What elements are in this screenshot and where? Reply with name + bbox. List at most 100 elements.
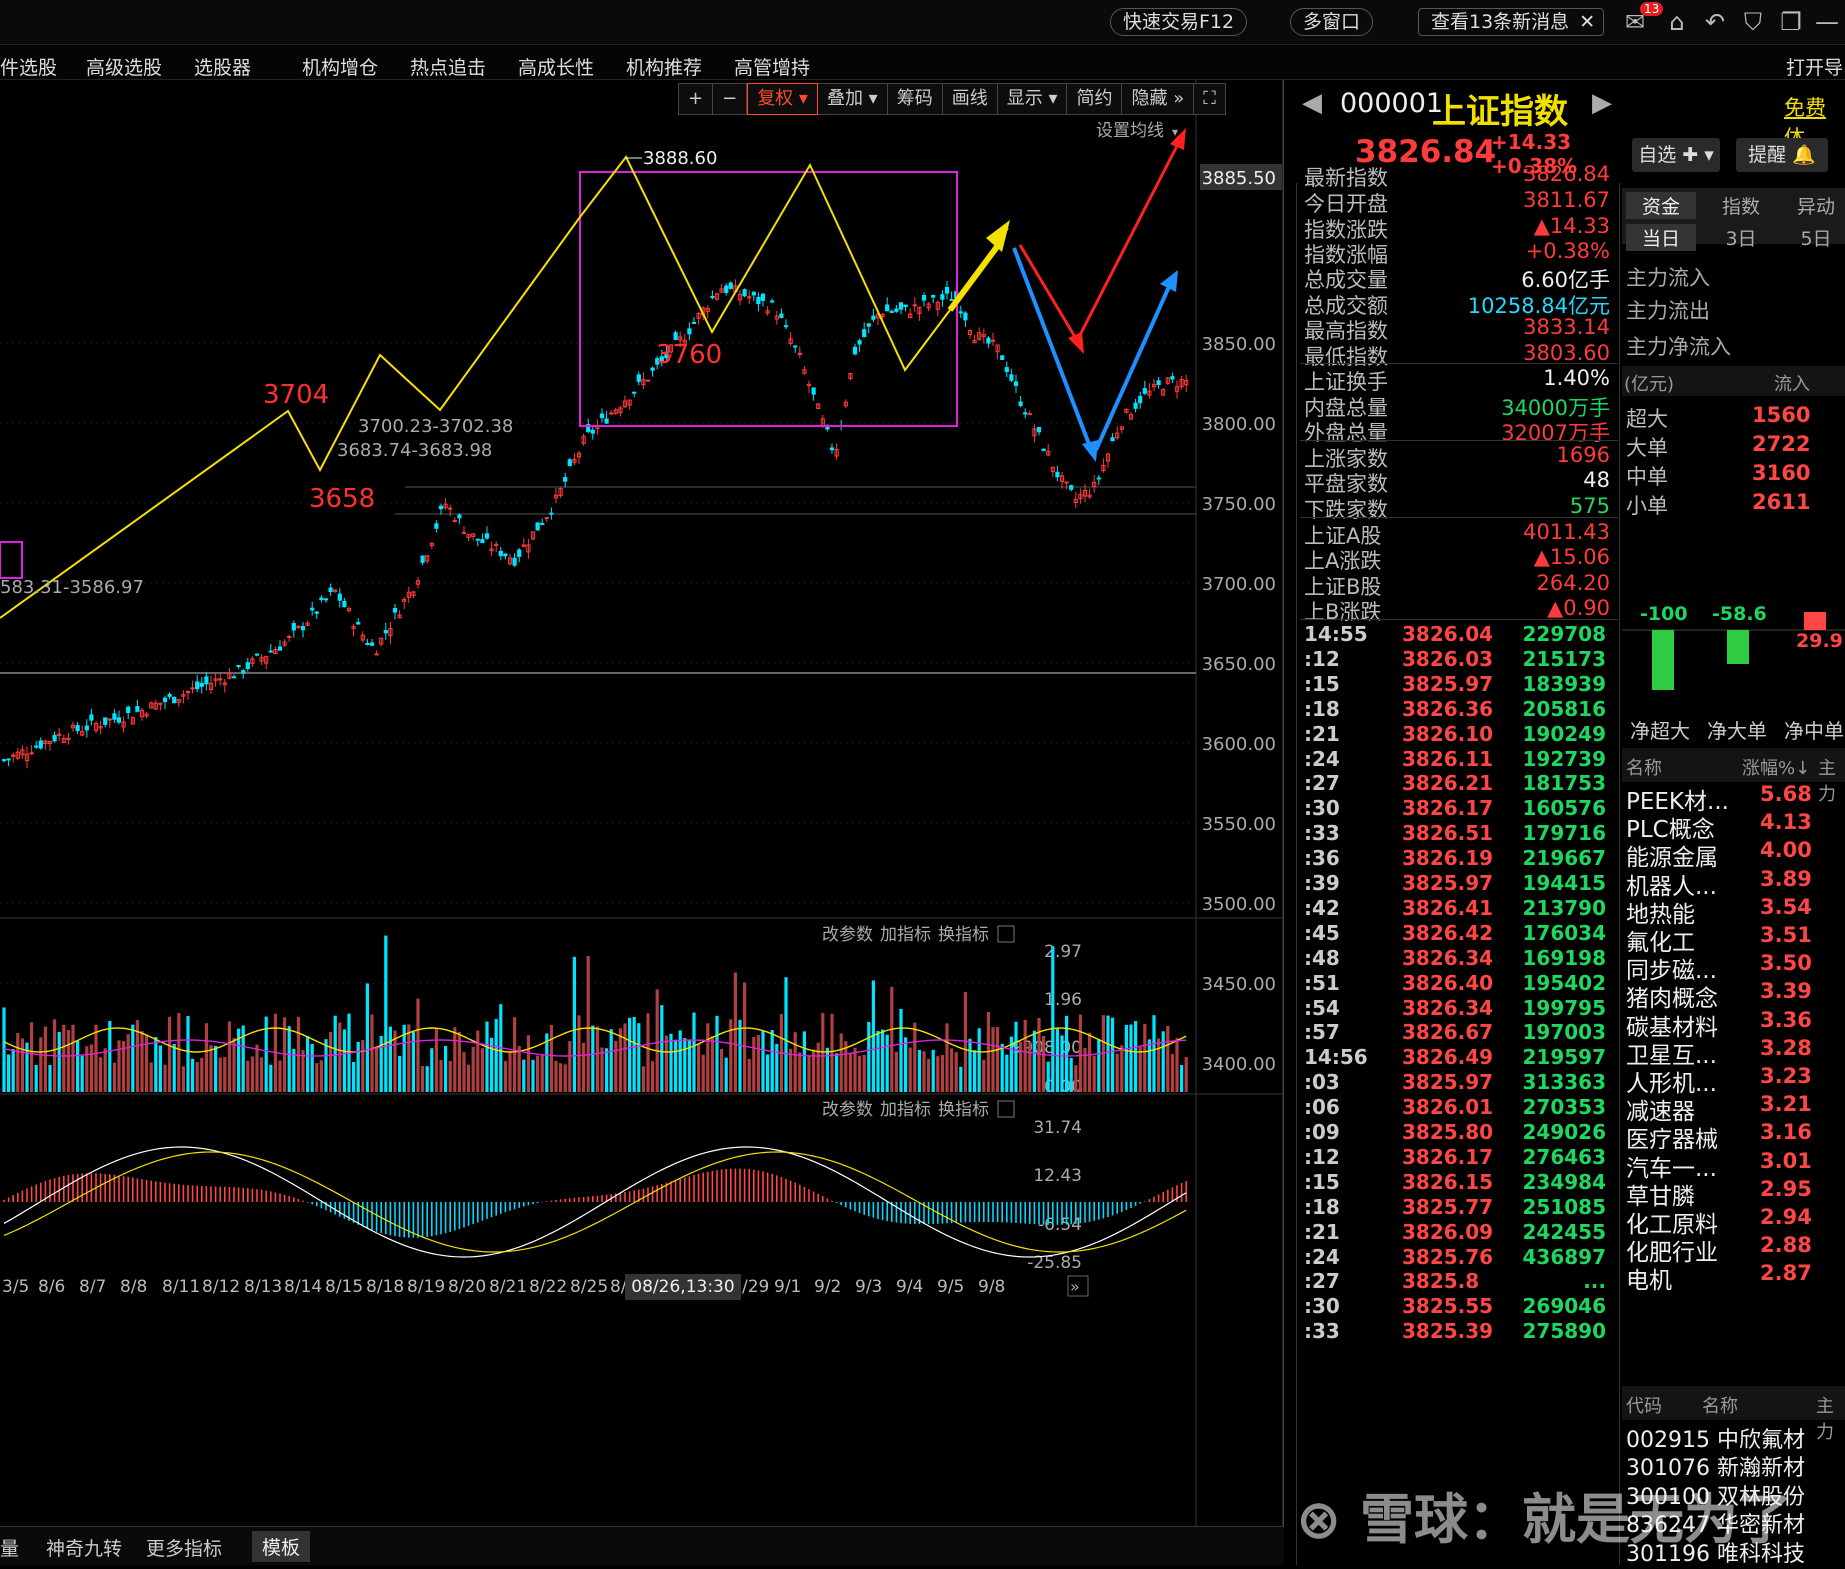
indicator-button[interactable]: 改参数 (822, 1100, 873, 1120)
quote-label: 上证B股 (1304, 575, 1382, 599)
tick-price: 3826.10 (1402, 721, 1494, 746)
news-button[interactable]: 查看13条新消息 ✕ (1418, 8, 1605, 36)
ma-setting-link[interactable]: 设置均线 (1096, 121, 1164, 141)
prev-stock-icon[interactable]: ◀ (1302, 88, 1322, 118)
tab-3day[interactable]: 3日 (1725, 228, 1757, 250)
chips-button[interactable]: 筹码 (887, 83, 943, 115)
tab-today[interactable]: 当日 (1626, 224, 1696, 251)
candle (250, 658, 255, 664)
adjust-label: 复权 (757, 88, 794, 109)
home-icon[interactable]: ⌂ (1669, 8, 1685, 36)
menu-item[interactable]: 高级选股 (86, 57, 163, 79)
alert-button[interactable]: 提醒 🔔 (1736, 138, 1828, 172)
minimize-icon[interactable]: — (1815, 8, 1839, 36)
draw-button[interactable]: 画线 (942, 83, 998, 115)
sector-row[interactable]: 能源金属 4.00 (1624, 838, 1845, 871)
next-stock-icon[interactable]: ▶ (1592, 88, 1612, 118)
menu-item[interactable]: 选股器 (194, 57, 252, 79)
stock-row[interactable]: 301196 唯科科技 (1626, 1541, 1805, 1567)
tick-row: :39 3825.97 194415 (1302, 871, 1616, 900)
simple-button[interactable]: 简约 (1067, 83, 1123, 115)
tab-abnormal[interactable]: 异动 (1796, 196, 1835, 218)
candle (540, 522, 545, 525)
menu-item[interactable]: 机构增仓 (302, 57, 379, 79)
sector-row[interactable]: PLC概念 4.13 (1624, 810, 1845, 843)
multi-window-button[interactable]: 多窗口 (1290, 8, 1374, 36)
tab-template[interactable]: 模板 (252, 1531, 311, 1562)
stock-row[interactable]: 836247 华密新材 (1626, 1513, 1805, 1539)
close-icon[interactable]: ✕ (1579, 11, 1596, 33)
fullscreen-icon[interactable]: ⛶ (1194, 83, 1226, 115)
tick-time: :42 (1304, 895, 1340, 920)
menu-item[interactable]: 高管增持 (734, 57, 811, 79)
volume-bar (296, 1016, 300, 1092)
sector-row[interactable]: 地热能 3.54 (1624, 895, 1845, 928)
sector-row[interactable]: 医疗器械 3.16 (1624, 1120, 1845, 1153)
quote-label: 指数涨跌 (1304, 218, 1388, 242)
display-button[interactable]: 显示 ▾ (997, 83, 1068, 115)
chart-area[interactable]: 3885.50 3850.00 3800.00 3750.00 3700.00 3650.… (0, 80, 1284, 1526)
sector-row[interactable]: 汽车一... 3.01 (1624, 1149, 1845, 1182)
mail-icon[interactable]: ✉ (1624, 8, 1646, 36)
kline-chart[interactable]: 3885.50 3850.00 3800.00 3750.00 3700.00 3650.… (0, 80, 1284, 1526)
stock-row[interactable]: 301076 新瀚新材 (1626, 1456, 1805, 1482)
sector-row[interactable]: 化肥行业 2.88 (1624, 1233, 1845, 1266)
indicator-button[interactable]: 换指标 (938, 925, 989, 945)
tick-time: :36 (1304, 846, 1340, 871)
indicator-button[interactable]: 改参数 (822, 925, 873, 945)
menu-item[interactable]: 件选股 (0, 57, 58, 79)
stock-row[interactable]: 300100 双林股份 (1626, 1484, 1805, 1510)
zoom-out-button[interactable]: − (713, 83, 748, 115)
indicator-button[interactable]: 加指标 (880, 925, 931, 945)
watchlist-button[interactable]: 自选 ✚ ▾ (1632, 138, 1720, 172)
sector-row[interactable]: 氟化工 3.51 (1624, 923, 1845, 956)
sector-row[interactable]: 化工原料 2.94 (1624, 1205, 1845, 1238)
indicator-button[interactable]: 换指标 (938, 1100, 989, 1120)
adjust-button[interactable]: 复权 ▾ (747, 83, 818, 115)
back-icon[interactable]: ↶ (1704, 8, 1726, 36)
window-icon[interactable]: ❐ (1780, 8, 1802, 36)
sector-row[interactable]: 机器人... 3.89 (1624, 867, 1845, 900)
menu-item[interactable]: 机构推荐 (626, 57, 703, 79)
overlay-button[interactable]: 叠加 ▾ (817, 83, 888, 115)
tab-fund[interactable]: 资金 (1626, 192, 1696, 219)
sector-col-extra[interactable]: 主力 (1818, 758, 1836, 805)
tab-5day[interactable]: 5日 (1800, 228, 1832, 250)
tab-volume[interactable]: 量 (0, 1538, 20, 1560)
indicator-button[interactable]: 加指标 (880, 1100, 931, 1120)
sector-row[interactable]: 碳基材料 3.36 (1624, 1008, 1845, 1041)
sector-row[interactable]: 同步磁... 3.50 (1624, 951, 1845, 984)
consolidation-box (579, 171, 958, 427)
shirt-icon[interactable]: ⛉ (1744, 8, 1762, 36)
quote-value: 3803.60 (1523, 341, 1610, 365)
volume-bar (954, 1052, 958, 1092)
tab-magic-nine[interactable]: 神奇九转 (46, 1538, 123, 1560)
tick-price: 3826.49 (1402, 1045, 1494, 1070)
stock-row[interactable]: 002915 中欣氟材 (1626, 1428, 1805, 1453)
menu-item[interactable]: 打开导 (1786, 57, 1844, 79)
menu-item[interactable]: 高成长性 (518, 57, 595, 79)
sector-row[interactable]: 猪肉概念 3.39 (1624, 979, 1845, 1012)
sector-row[interactable]: PEEK材... 5.68 (1624, 782, 1845, 815)
tab-index[interactable]: 指数 (1721, 196, 1760, 218)
volume-bar (1037, 1017, 1041, 1092)
hide-button[interactable]: 隐藏 » (1122, 83, 1195, 115)
candle (668, 344, 674, 353)
zoom-in-button[interactable]: + (678, 83, 714, 115)
scroll-right-button[interactable] (1067, 1275, 1089, 1297)
volume-bar (614, 1040, 618, 1092)
quick-trade-button[interactable]: 快速交易F12 (1110, 8, 1248, 36)
flow-row: 小单 2611 (1624, 490, 1845, 523)
sector-row[interactable]: 草甘膦 2.95 (1624, 1177, 1845, 1210)
menu-item[interactable]: 热点追击 (410, 57, 487, 79)
sector-row[interactable]: 人形机... 3.23 (1624, 1064, 1845, 1097)
sector-row[interactable]: 减速器 3.21 (1624, 1092, 1845, 1125)
sector-row[interactable]: 电机 2.87 (1624, 1261, 1845, 1294)
sector-row[interactable]: 卫星互... 3.28 (1624, 1036, 1845, 1069)
tab-more-indicators[interactable]: 更多指标 (146, 1538, 223, 1560)
sector-col-pct[interactable]: 涨幅%↓ (1742, 758, 1811, 779)
candle (793, 345, 798, 348)
tick-time: :48 (1304, 945, 1340, 970)
date-tick-label: 8/ (610, 1277, 627, 1297)
sector-col-name[interactable]: 名称 (1626, 758, 1662, 779)
